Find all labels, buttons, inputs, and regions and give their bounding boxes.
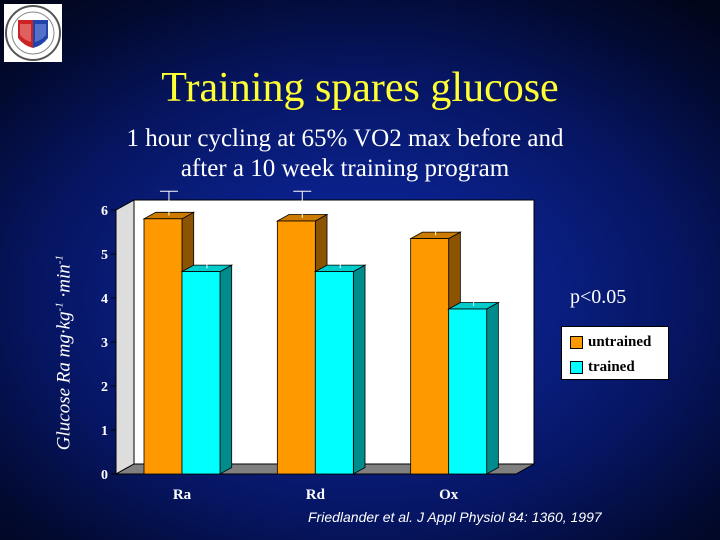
bar-trained-Rd [313, 264, 367, 475]
x-tick-label-Ra: Ra [173, 487, 192, 503]
legend-swatch-trained [570, 360, 583, 374]
y-tick-label-2: 2 [101, 380, 108, 395]
y-tick-label-6: 6 [101, 204, 108, 219]
bar-trained-Ox [447, 301, 500, 475]
legend-item-untrained: untrained [570, 333, 651, 351]
university-seal-logo [4, 4, 62, 62]
x-tick-label-Ox: Ox [439, 487, 459, 503]
legend-item-trained: trained [570, 358, 635, 376]
y-tick-label-0: 0 [101, 468, 108, 483]
plot-side-wall [115, 199, 135, 475]
y-tick-label-3: 3 [101, 336, 108, 351]
y-tick-label-5: 5 [101, 248, 108, 263]
citation: Friedlander et al. J Appl Physiol 84: 13… [308, 509, 602, 525]
y-tick-label-1: 1 [101, 424, 108, 439]
bar-trained-Ra [180, 264, 234, 475]
y-tick-label-4: 4 [101, 292, 108, 307]
subtitle-line-1: 1 hour cycling at 65% VO2 max before and [126, 125, 564, 152]
slide-title: Training spares glucose [161, 65, 559, 111]
x-tick-label-Rd: Rd [306, 487, 326, 503]
legend-label-untrained: untrained [588, 333, 652, 350]
significance-label: p<0.05 [570, 286, 627, 308]
legend-label-trained: trained [588, 358, 635, 375]
legend-swatch-untrained [570, 335, 583, 349]
subtitle-line-2: after a 10 week training program [180, 155, 510, 182]
slide-subtitle: 1 hour cycling at 65% VO2 max before and… [60, 124, 630, 184]
chart-legend: untrained trained [561, 326, 669, 380]
